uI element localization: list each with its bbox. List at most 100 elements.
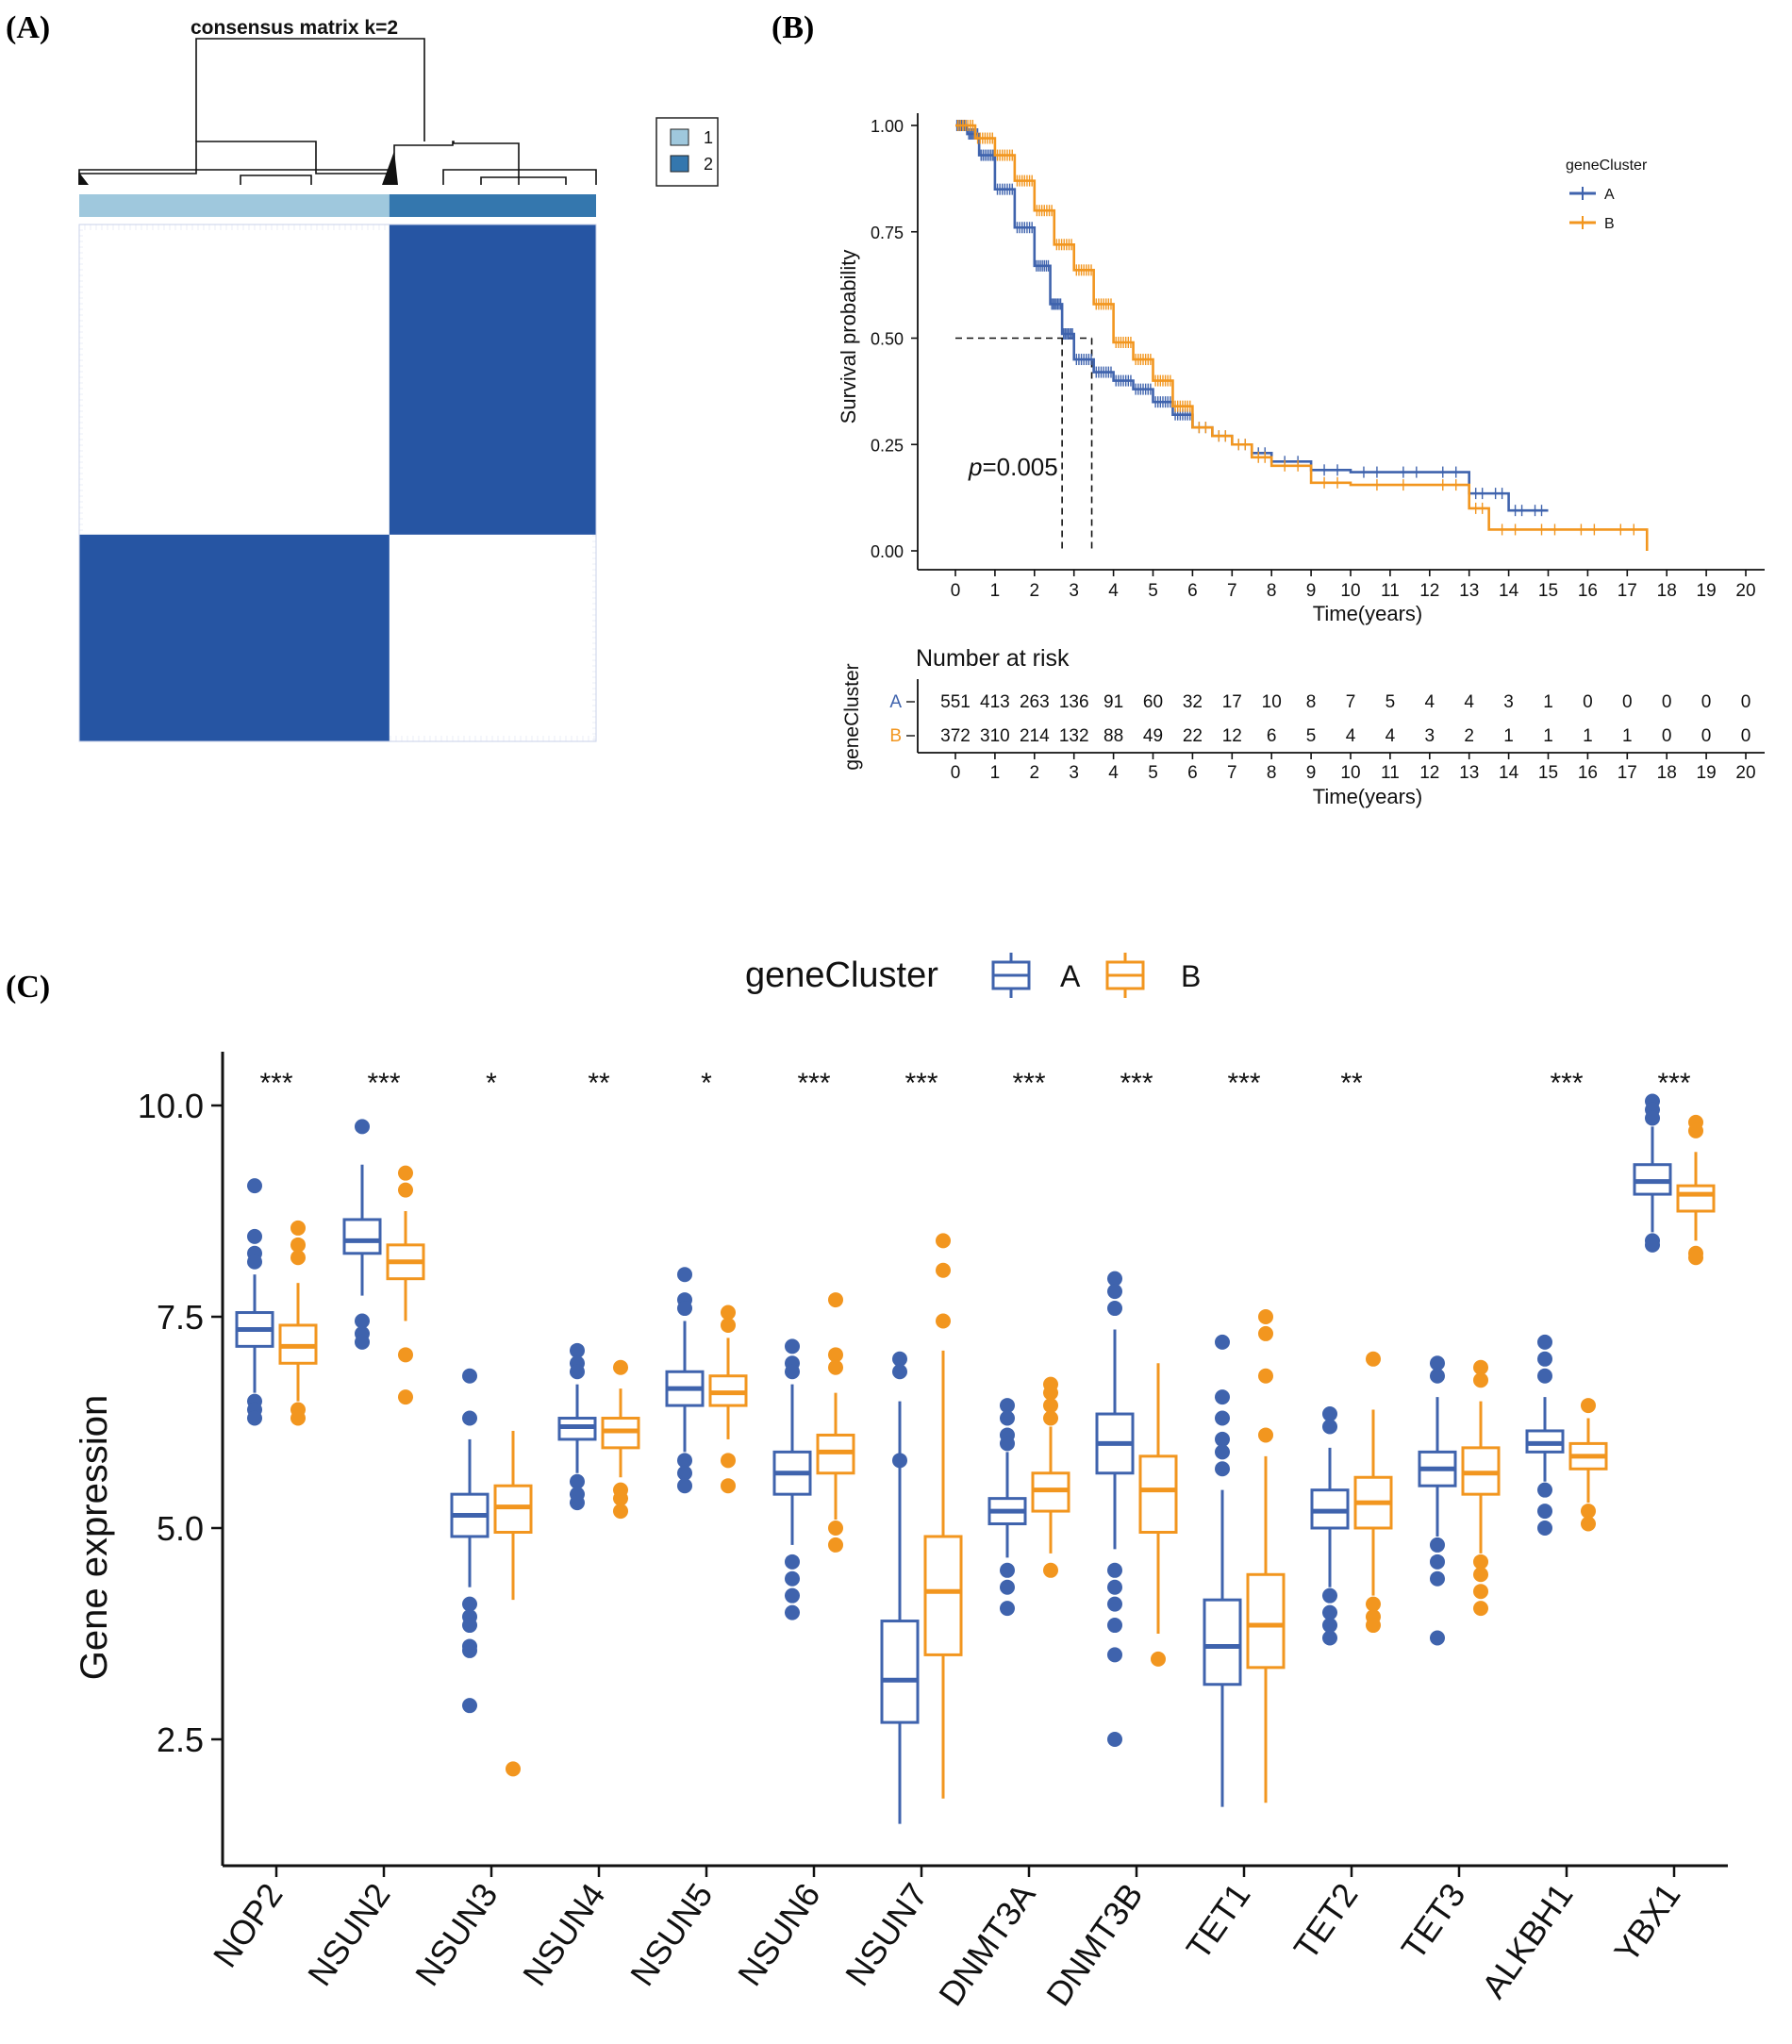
- category-label-nsun7: NSUN7: [838, 1876, 936, 1992]
- category-label-tet3: TET3: [1393, 1876, 1472, 1967]
- km-x-tick-label: 11: [1381, 581, 1400, 601]
- panel-label-b: (B): [772, 10, 814, 45]
- legend-key-b: [1105, 953, 1145, 998]
- outlier-point: [936, 1233, 951, 1249]
- km-censor-ticks-b: [956, 120, 1634, 536]
- outlier-point: [1151, 1651, 1166, 1667]
- outlier-point: [721, 1317, 736, 1333]
- outlier-point: [1473, 1584, 1488, 1600]
- outlier-point: [462, 1698, 477, 1714]
- significance-nsun4: **: [588, 1068, 610, 1099]
- outlier-point: [1215, 1389, 1230, 1405]
- annotation-cluster-1: [79, 194, 390, 217]
- km-x-tick-label: 18: [1657, 581, 1677, 601]
- outlier-point: [1107, 1562, 1122, 1578]
- risk-x-tick-label: 17: [1618, 763, 1637, 783]
- heatmap-frame: [78, 224, 597, 742]
- km-x-tick-label: 5: [1148, 581, 1158, 601]
- km-censor-ticks-a: [955, 120, 1543, 517]
- category-label-dnmt3b: DNMT3B: [1038, 1876, 1150, 2013]
- outlier-point: [1107, 1301, 1122, 1317]
- p-value-text: =0.005: [982, 453, 1057, 481]
- risk-count: 6: [1267, 726, 1277, 746]
- km-y-tick-label: 0.75: [871, 224, 904, 242]
- outlier-point: [677, 1267, 692, 1283]
- risk-table-xlabel: Time(years): [1313, 785, 1423, 808]
- risk-count: 0: [1741, 692, 1751, 712]
- km-x-tick-label: 12: [1419, 581, 1439, 601]
- risk-row-label-a: A: [889, 692, 902, 712]
- km-legend-label-a: A: [1604, 187, 1615, 203]
- outlier-point: [1322, 1630, 1337, 1646]
- km-x-tick-label: 2: [1030, 581, 1040, 601]
- consensus-heatmap: consensus matrix k=2 1 2: [78, 17, 719, 742]
- risk-x-tick-label: 3: [1069, 763, 1079, 783]
- box-nsun2-b: [386, 1165, 425, 1405]
- outlier-point: [462, 1410, 477, 1426]
- outlier-point: [785, 1554, 800, 1570]
- significance-nsun5: *: [701, 1068, 712, 1099]
- dendro-left-sub: [78, 169, 389, 185]
- outlier-point: [1215, 1444, 1230, 1460]
- legend-label-1: 1: [704, 128, 713, 147]
- outlier-point: [1107, 1732, 1122, 1747]
- legend-key-a: [991, 953, 1031, 998]
- outlier-point: [1322, 1419, 1337, 1435]
- outlier-point: [1537, 1521, 1552, 1536]
- risk-count: 214: [1020, 726, 1050, 746]
- outlier-point: [462, 1618, 477, 1634]
- annotation-cluster-2: [389, 194, 596, 217]
- risk-count: 1: [1543, 692, 1553, 712]
- box-alkbh1-b: [1568, 1398, 1608, 1532]
- box-iqr: [880, 1620, 920, 1724]
- outlier-point: [1322, 1604, 1337, 1620]
- outlier-point: [721, 1478, 736, 1494]
- outlier-point: [398, 1389, 413, 1405]
- outlier-point: [355, 1119, 370, 1135]
- box-y-tick-label: 5.0: [157, 1509, 204, 1548]
- outlier-point: [613, 1359, 628, 1375]
- risk-count: 5: [1385, 692, 1396, 712]
- category-label-nsun6: NSUN6: [730, 1876, 828, 1992]
- outlier-point: [1473, 1567, 1488, 1583]
- km-xlabel: Time(years): [1313, 602, 1423, 625]
- outlier-point: [1537, 1351, 1552, 1367]
- box-dnmt3b-b: [1138, 1363, 1178, 1667]
- category-label-dnmt3a: DNMT3A: [931, 1876, 1042, 2013]
- box-tet2-a: [1310, 1406, 1350, 1646]
- km-y-tick-label: 0.25: [871, 436, 904, 455]
- outlier-point: [290, 1220, 306, 1236]
- dendro-right: [393, 141, 520, 185]
- risk-count: 0: [1741, 726, 1751, 746]
- risk-count: 49: [1143, 726, 1163, 746]
- outlier-point: [1430, 1630, 1445, 1646]
- km-x-tick-label: 7: [1227, 581, 1237, 601]
- outlier-point: [247, 1178, 262, 1194]
- risk-x-tick-label: 5: [1148, 763, 1158, 783]
- outlier-point: [677, 1301, 692, 1317]
- risk-count: 7: [1346, 692, 1356, 712]
- risk-count: 88: [1103, 726, 1123, 746]
- box-nsun7-a: [880, 1351, 920, 1824]
- risk-count: 22: [1183, 726, 1203, 746]
- risk-count: 60: [1143, 692, 1163, 712]
- risk-count: 0: [1583, 692, 1593, 712]
- risk-x-tick-label: 4: [1108, 763, 1119, 783]
- outlier-point: [570, 1342, 585, 1358]
- box-nsun2-a: [342, 1119, 382, 1350]
- risk-count: 0: [1662, 692, 1672, 712]
- outlier-point: [1000, 1410, 1015, 1426]
- boxplot-ylabel: Gene expression: [74, 1395, 115, 1680]
- risk-count: 1: [1503, 726, 1514, 746]
- outlier-point: [613, 1490, 628, 1506]
- outlier-point: [677, 1453, 692, 1469]
- risk-count: 0: [1701, 692, 1712, 712]
- risk-count: 5: [1306, 726, 1317, 746]
- outlier-point: [1537, 1482, 1552, 1498]
- risk-count: 1: [1622, 726, 1633, 746]
- category-label-tet1: TET1: [1178, 1876, 1257, 1967]
- category-label-nsun5: NSUN5: [622, 1876, 721, 1992]
- risk-count: 0: [1622, 692, 1633, 712]
- outlier-point: [398, 1182, 413, 1198]
- outlier-point: [1430, 1355, 1445, 1371]
